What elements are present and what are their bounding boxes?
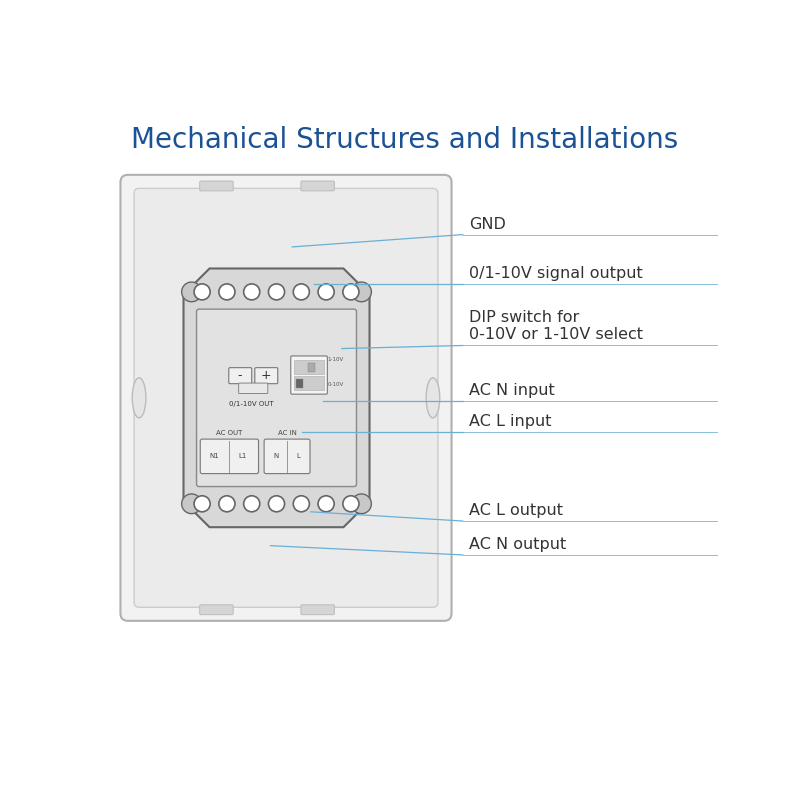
Circle shape — [294, 496, 310, 512]
FancyBboxPatch shape — [238, 383, 268, 394]
Text: N1: N1 — [210, 454, 219, 459]
FancyBboxPatch shape — [200, 605, 233, 614]
FancyBboxPatch shape — [296, 378, 303, 388]
Ellipse shape — [426, 378, 440, 418]
Circle shape — [351, 494, 371, 514]
FancyBboxPatch shape — [294, 360, 324, 374]
Circle shape — [269, 284, 285, 300]
Text: -: - — [238, 369, 242, 382]
Circle shape — [182, 494, 202, 514]
Text: 0-10V: 0-10V — [327, 382, 344, 386]
Text: AC N input: AC N input — [469, 383, 554, 398]
Circle shape — [194, 496, 210, 512]
Circle shape — [219, 284, 235, 300]
Ellipse shape — [132, 378, 146, 418]
Circle shape — [351, 282, 371, 302]
Text: AC N output: AC N output — [469, 537, 566, 552]
FancyBboxPatch shape — [290, 356, 327, 394]
Text: AC IN: AC IN — [278, 430, 297, 436]
Text: 0/1-10V OUT: 0/1-10V OUT — [230, 401, 274, 407]
Circle shape — [244, 496, 260, 512]
Circle shape — [269, 496, 285, 512]
FancyBboxPatch shape — [301, 181, 334, 191]
FancyBboxPatch shape — [255, 368, 278, 384]
FancyBboxPatch shape — [307, 362, 315, 372]
Circle shape — [318, 284, 334, 300]
Text: N: N — [274, 454, 278, 459]
FancyBboxPatch shape — [134, 189, 438, 607]
Circle shape — [318, 496, 334, 512]
FancyBboxPatch shape — [197, 309, 357, 486]
Circle shape — [343, 284, 359, 300]
FancyBboxPatch shape — [229, 368, 252, 384]
Polygon shape — [183, 269, 370, 527]
Text: L: L — [296, 454, 300, 459]
FancyBboxPatch shape — [301, 605, 334, 614]
FancyBboxPatch shape — [264, 439, 310, 474]
Circle shape — [219, 496, 235, 512]
Text: AC OUT: AC OUT — [216, 430, 242, 436]
Circle shape — [182, 282, 202, 302]
Text: GND: GND — [469, 217, 506, 231]
Text: DIP switch for
0-10V or 1-10V select: DIP switch for 0-10V or 1-10V select — [469, 310, 643, 342]
Circle shape — [244, 284, 260, 300]
Text: +: + — [261, 369, 271, 382]
Text: 0/1-10V signal output: 0/1-10V signal output — [469, 266, 642, 281]
Text: AC L output: AC L output — [469, 503, 563, 518]
Text: L1: L1 — [238, 454, 246, 459]
Text: AC L input: AC L input — [469, 414, 551, 429]
Text: 1-10V: 1-10V — [327, 357, 344, 362]
Circle shape — [343, 496, 359, 512]
FancyBboxPatch shape — [294, 376, 324, 390]
Circle shape — [294, 284, 310, 300]
Circle shape — [194, 284, 210, 300]
Text: Mechanical Structures and Installations: Mechanical Structures and Installations — [131, 126, 678, 154]
FancyBboxPatch shape — [200, 181, 233, 191]
FancyBboxPatch shape — [121, 175, 451, 621]
FancyBboxPatch shape — [200, 439, 258, 474]
